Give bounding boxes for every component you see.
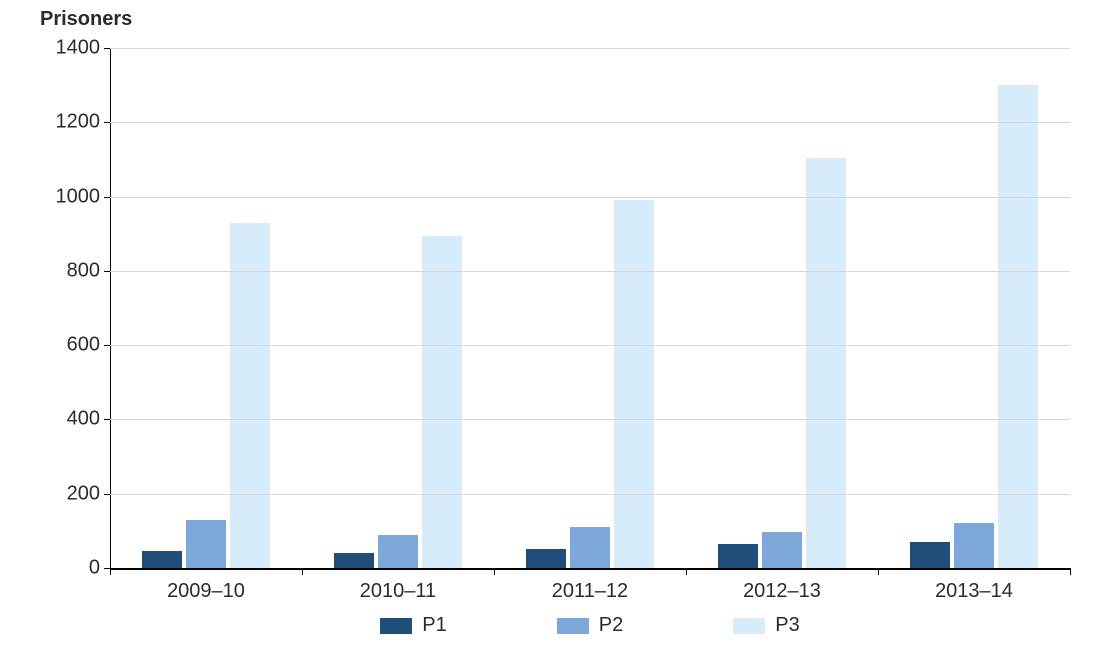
y-tick-label: 800 bbox=[67, 259, 100, 282]
bar bbox=[334, 553, 374, 568]
y-tick-label: 600 bbox=[67, 334, 100, 357]
legend-label: P1 bbox=[422, 614, 446, 637]
bar-group bbox=[110, 48, 302, 568]
x-tick-label: 2012–13 bbox=[743, 580, 821, 603]
bar-group bbox=[878, 48, 1070, 568]
bar bbox=[998, 85, 1038, 568]
legend: P1 P2 P3 bbox=[110, 614, 1070, 637]
legend-swatch bbox=[380, 618, 412, 634]
y-tick-label: 400 bbox=[67, 408, 100, 431]
x-tick-mark bbox=[110, 568, 111, 575]
gridline bbox=[110, 568, 1070, 569]
x-tick-mark bbox=[1070, 568, 1071, 575]
bar bbox=[526, 549, 566, 568]
gridline bbox=[110, 419, 1070, 420]
bar bbox=[806, 158, 846, 568]
y-tick-mark bbox=[104, 122, 110, 123]
y-axis-title: Prisoners bbox=[40, 8, 132, 31]
x-tick-label: 2010–11 bbox=[360, 580, 436, 603]
bar bbox=[230, 223, 270, 568]
y-tick-mark bbox=[104, 345, 110, 346]
prisoners-bar-chart: Prisoners 02004006008001000120014002009–… bbox=[0, 0, 1108, 660]
bar bbox=[954, 523, 994, 568]
y-tick-label: 0 bbox=[89, 557, 100, 580]
y-tick-label: 1400 bbox=[56, 37, 101, 60]
bar bbox=[186, 520, 226, 568]
y-tick-mark bbox=[104, 271, 110, 272]
plot-area: 02004006008001000120014002009–102010–112… bbox=[110, 48, 1070, 570]
y-tick-mark bbox=[104, 494, 110, 495]
gridline bbox=[110, 48, 1070, 49]
bar bbox=[378, 535, 418, 568]
x-tick-label: 2011–12 bbox=[552, 580, 628, 603]
bar-group bbox=[686, 48, 878, 568]
bar bbox=[142, 551, 182, 568]
gridline bbox=[110, 271, 1070, 272]
x-tick-mark bbox=[686, 568, 687, 575]
bar-group bbox=[494, 48, 686, 568]
x-tick-mark bbox=[302, 568, 303, 575]
gridline bbox=[110, 345, 1070, 346]
y-tick-label: 1200 bbox=[56, 111, 101, 134]
y-tick-label: 1000 bbox=[56, 185, 101, 208]
y-tick-label: 200 bbox=[67, 482, 100, 505]
x-tick-label: 2009–10 bbox=[167, 580, 245, 603]
bar bbox=[718, 544, 758, 568]
x-tick-label: 2013–14 bbox=[935, 580, 1013, 603]
gridline bbox=[110, 197, 1070, 198]
x-tick-mark bbox=[494, 568, 495, 575]
bar bbox=[614, 200, 654, 568]
legend-item: P3 bbox=[733, 614, 799, 637]
legend-item: P2 bbox=[557, 614, 623, 637]
gridline bbox=[110, 122, 1070, 123]
legend-swatch bbox=[733, 618, 765, 634]
x-tick-mark bbox=[878, 568, 879, 575]
legend-label: P2 bbox=[599, 614, 623, 637]
bar bbox=[762, 532, 802, 568]
y-tick-mark bbox=[104, 197, 110, 198]
legend-swatch bbox=[557, 618, 589, 634]
bar-groups bbox=[110, 48, 1070, 568]
bar bbox=[910, 542, 950, 568]
y-tick-mark bbox=[104, 48, 110, 49]
gridline bbox=[110, 494, 1070, 495]
bar-group bbox=[302, 48, 494, 568]
y-tick-mark bbox=[104, 419, 110, 420]
bar bbox=[570, 527, 610, 568]
legend-label: P3 bbox=[775, 614, 799, 637]
bar bbox=[422, 236, 462, 568]
legend-item: P1 bbox=[380, 614, 446, 637]
